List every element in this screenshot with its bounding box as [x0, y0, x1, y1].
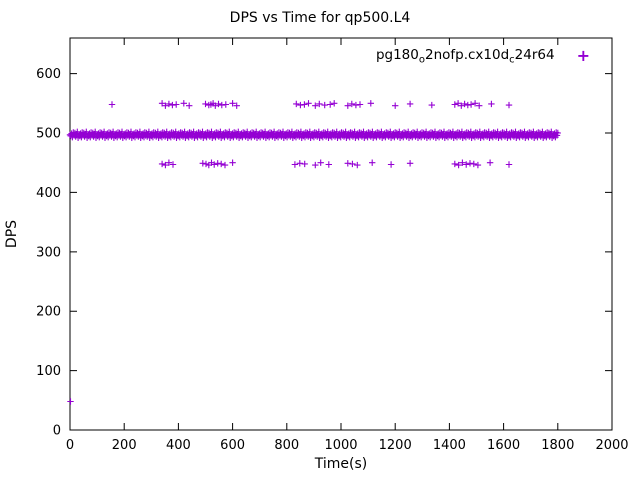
x-tick-label: 200: [112, 438, 137, 453]
x-tick-label: 1400: [433, 438, 466, 453]
y-axis-label: DPS: [4, 219, 20, 249]
x-tick-label: 2000: [595, 438, 628, 453]
legend-marker-icon: +: [576, 46, 590, 66]
x-axis-label: Time(s): [314, 456, 368, 472]
chart-title: DPS vs Time for qp500.L4: [229, 10, 411, 26]
y-tick-label: 300: [36, 245, 61, 260]
x-tick-label: 600: [220, 438, 245, 453]
x-tick-label: 1800: [541, 438, 574, 453]
chart-frame: [69, 37, 613, 431]
x-tick-label: 1200: [379, 438, 412, 453]
y-tick-label: 0: [53, 424, 61, 439]
x-tick-label: 800: [274, 438, 299, 453]
data-points: [66, 100, 561, 405]
y-tick-label: 400: [36, 186, 61, 201]
y-tick-label: 200: [36, 305, 61, 320]
tick-marks: [69, 38, 613, 431]
x-tick-label: 1600: [487, 438, 520, 453]
y-tick-label: 500: [36, 127, 61, 142]
x-tick-label: 1000: [324, 438, 357, 453]
x-tick-label: 0: [66, 438, 74, 453]
y-tick-label: 100: [36, 364, 61, 379]
legend-label: pg180o2nofp.cx10dc24r64: [375, 47, 555, 66]
legend: pg180o2nofp.cx10dc24r64 +: [376, 47, 590, 66]
x-tick-label: 400: [166, 438, 191, 453]
y-tick-label: 600: [36, 67, 61, 82]
